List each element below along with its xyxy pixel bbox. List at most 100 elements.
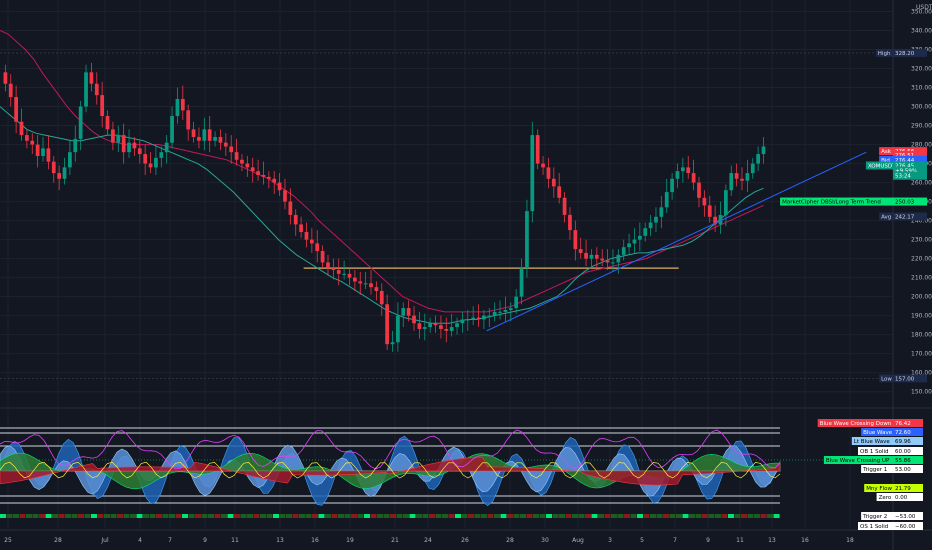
candle-body <box>234 152 239 160</box>
trend-strip-cell <box>728 514 734 518</box>
trend-strip-cell <box>526 514 533 518</box>
trend-strip-cell <box>247 514 253 518</box>
candle-body <box>46 148 51 162</box>
price-tag-bg <box>893 151 927 160</box>
osc-tag-value: 21.79 <box>895 486 911 492</box>
candle-body <box>304 232 309 240</box>
trend-strip-cell <box>182 514 188 518</box>
candle-body <box>508 308 513 310</box>
trend-strip-cell <box>481 514 487 518</box>
y-tick-label: 290.00 <box>911 123 932 130</box>
trend-strip-cell <box>637 514 643 518</box>
price-tag-label: Ask <box>881 149 892 155</box>
y-tick-label: 160.00 <box>911 370 932 377</box>
candle-body <box>471 317 476 320</box>
candle-body <box>422 327 427 329</box>
osc-tag-label-bg <box>823 456 893 464</box>
x-tick-label: 7 <box>673 537 677 544</box>
trend-strip-cell <box>416 514 422 518</box>
candle-body <box>433 323 438 326</box>
candle-body <box>363 283 368 285</box>
trend-strip-cell <box>429 514 435 518</box>
candle-body <box>573 230 578 250</box>
trend-strip-cell <box>370 514 377 518</box>
candle-body <box>266 176 271 179</box>
x-tick-label: 26 <box>461 537 469 544</box>
osc-tag-value: 69.96 <box>895 439 911 445</box>
candle-body <box>293 214 298 225</box>
candle-body <box>41 148 45 156</box>
candle-body <box>186 110 191 130</box>
x-tick-label: 21 <box>391 537 399 544</box>
osc-tag-label: Mny Flow <box>866 486 892 492</box>
trend-strip-cell <box>500 514 507 518</box>
trend-strip-cell <box>240 514 247 518</box>
red-flow <box>0 456 781 486</box>
candle-body <box>621 247 626 255</box>
trend-strip-cell <box>734 514 741 518</box>
x-tick-label: 16 <box>311 537 319 544</box>
trend-strip-cell <box>559 514 565 518</box>
price-tag-label-bg <box>865 161 893 170</box>
candle-body <box>670 178 674 193</box>
currency-label: USDT <box>916 4 932 11</box>
x-tick-label: 30 <box>541 537 549 544</box>
osc-tag-bg <box>893 493 923 501</box>
x-tick-label: 11 <box>736 537 744 544</box>
candle-body <box>632 239 637 244</box>
osc-tag-bg <box>893 437 923 445</box>
candle-body <box>390 342 395 345</box>
trend-strip-cell <box>760 514 767 518</box>
osc-tag-label: OB 1 Solid <box>860 449 889 455</box>
osc-tag-bg <box>893 465 923 473</box>
trend-strip-cell <box>507 514 513 518</box>
osc-tag-bg <box>893 484 923 492</box>
trend-strip-cell <box>663 514 669 518</box>
trend-strip-cell <box>65 514 71 518</box>
trend-strip-cell <box>630 514 637 518</box>
candle-body <box>514 296 519 309</box>
price-tag-bg <box>893 171 927 180</box>
candle-body <box>578 249 583 253</box>
trend-strip-cell <box>578 514 585 518</box>
candle-body <box>272 178 277 183</box>
osc-tag-value: −53.00 <box>895 514 916 520</box>
trend-strip-cell <box>6 514 13 518</box>
trend-strip-cell <box>539 514 546 518</box>
candle-body <box>498 311 502 313</box>
candle-body <box>250 167 255 172</box>
osc-tag-bg <box>893 456 923 464</box>
price-tag-label: Avg <box>881 214 891 220</box>
candle-body <box>455 323 459 328</box>
trend-strip-cell <box>656 514 663 518</box>
osc-tag-value: 72.60 <box>895 430 911 436</box>
candle-body <box>535 135 540 164</box>
candle-body <box>439 325 443 329</box>
price-tag-label-bg <box>879 147 893 156</box>
trend-strip-cell <box>156 514 162 518</box>
price-tag-bg <box>893 197 927 206</box>
candle-body <box>740 178 744 181</box>
osc-tag-label: Trigger 1 <box>862 467 887 473</box>
purple-line <box>0 429 781 470</box>
x-tick-label: 13 <box>768 537 776 544</box>
candle-body <box>734 173 739 179</box>
candle-body <box>202 129 207 141</box>
candle-body <box>449 327 454 331</box>
candle-body <box>245 163 250 168</box>
candle-body <box>664 192 669 208</box>
candle-body <box>600 258 605 261</box>
trend-strip-cell <box>130 514 136 518</box>
trend-strip-cell <box>552 514 559 518</box>
trend-strip-cell <box>442 514 448 518</box>
ma-long-line <box>0 30 764 313</box>
candle-body <box>369 283 373 288</box>
trend-strip-cell <box>357 514 364 518</box>
candle-body <box>256 171 260 175</box>
candle-body <box>707 205 712 217</box>
trend-strip-cell <box>702 514 708 518</box>
trend-strip-cell <box>97 514 104 518</box>
candle-body <box>594 254 599 259</box>
candle-body <box>605 260 610 263</box>
